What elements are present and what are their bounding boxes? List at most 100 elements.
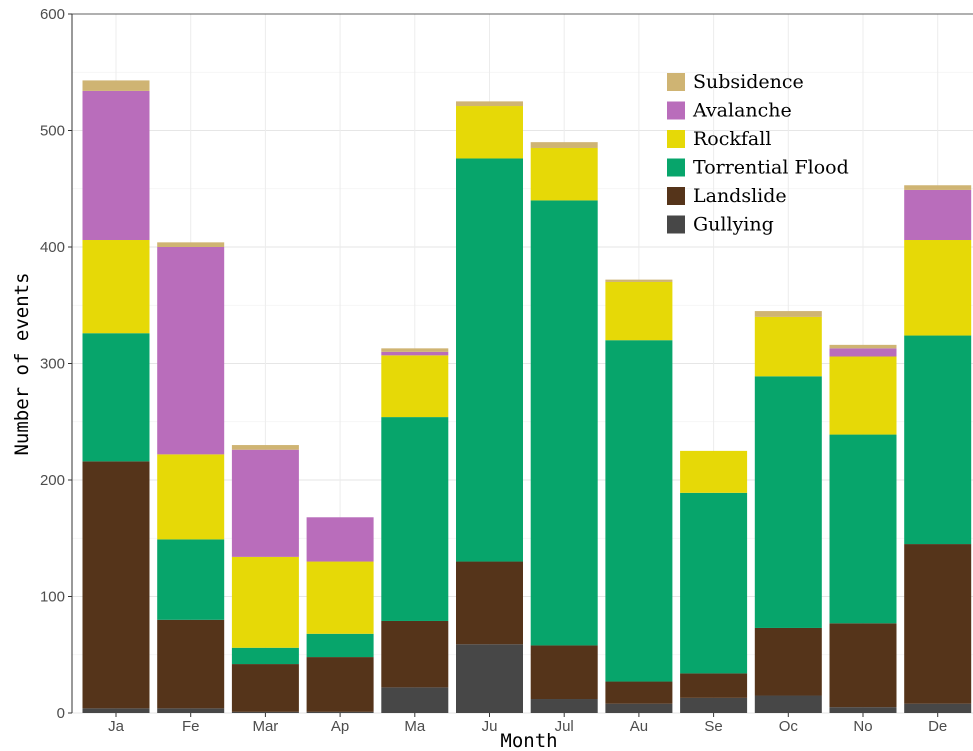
bar-segment-subsidence <box>456 101 523 107</box>
legend-swatch-rockfall <box>667 130 685 148</box>
legend-label-landslide: Landslide <box>693 185 787 207</box>
bar-segment-rockfall <box>904 240 972 336</box>
bar-segment-torrential-flood <box>157 539 225 620</box>
bar-segment-subsidence <box>157 242 225 247</box>
bar-segment-avalanche <box>157 247 225 455</box>
bar-segment-torrential-flood <box>306 633 374 658</box>
bar-segment-torrential-flood <box>381 417 449 621</box>
bar-segment-torrential-flood <box>605 340 673 682</box>
x-tick-label: Ap <box>331 718 349 735</box>
bar-segment-gullying <box>381 687 449 713</box>
legend-swatch-torrential-flood <box>667 158 685 177</box>
legend-label-subsidence: Subsidence <box>693 71 804 93</box>
legend-swatch-subsidence <box>667 73 685 91</box>
x-axis-title: Month <box>500 730 557 751</box>
axes: 0 100 200 300 400 500 600 Ja Fe Mar Ap Ma Ju Jul Au Se O… <box>40 6 973 735</box>
bar-segment-landslide <box>754 627 822 696</box>
bar-segment-subsidence <box>829 344 897 349</box>
bar-segment-rockfall <box>82 240 150 334</box>
bar-segment-gullying <box>82 708 150 713</box>
bar-segment-rockfall <box>381 355 449 418</box>
legend-label-torrential-flood: Torrential Flood <box>693 157 849 179</box>
bar-segment-rockfall <box>456 106 523 159</box>
bar-segment-torrential-flood <box>904 335 972 545</box>
x-tick-label: Se <box>704 718 722 735</box>
legend: Subsidence Avalanche Rockfall Torrential Fl… <box>667 71 849 236</box>
bar-segment-rockfall <box>605 281 673 341</box>
bar-segment-landslide <box>530 645 598 700</box>
bar-segment-rockfall <box>829 356 897 435</box>
bar-segment-gullying <box>157 708 225 713</box>
bar-segment-gullying <box>754 695 822 713</box>
bar-segment-gullying <box>680 697 748 713</box>
bar-segment-avalanche <box>904 189 972 241</box>
bar-segment-subsidence <box>530 142 598 148</box>
y-tick-label: 200 <box>40 472 65 489</box>
bar-segment-torrential-flood <box>754 376 822 628</box>
bar-segment-rockfall <box>231 556 299 648</box>
bar-segment-gullying <box>829 707 897 713</box>
x-tick-label: Au <box>630 718 648 735</box>
bar-segment-rockfall <box>754 316 822 377</box>
bar-segment-torrential-flood <box>680 492 748 674</box>
x-tick-label: Fe <box>182 718 200 735</box>
bar-segment-landslide <box>904 544 972 704</box>
bar-segment-gullying <box>605 703 673 713</box>
bar-segment-rockfall <box>157 454 225 540</box>
legend-swatch-landslide <box>667 187 685 205</box>
x-tick-label: Jul <box>555 718 574 735</box>
bar-segment-avalanche <box>82 90 150 241</box>
y-tick-label: 0 <box>57 705 65 722</box>
bar-segment-landslide <box>381 620 449 688</box>
bar-segment-subsidence <box>904 185 972 190</box>
x-tick-label: Ma <box>404 718 425 735</box>
legend-label-rockfall: Rockfall <box>693 128 771 150</box>
bar-segment-avalanche <box>231 449 299 557</box>
bar-segment-gullying <box>530 699 598 713</box>
bar-segment-landslide <box>157 619 225 709</box>
bar-segment-gullying <box>306 711 374 713</box>
bar-segment-subsidence <box>82 80 150 91</box>
bars <box>82 80 972 713</box>
bar-segment-landslide <box>306 657 374 712</box>
bar-segment-subsidence <box>381 348 449 352</box>
bar-segment-gullying <box>231 711 299 713</box>
x-tick-label: Oc <box>779 718 799 735</box>
x-tick-label: No <box>853 718 872 735</box>
legend-label-avalanche: Avalanche <box>692 100 792 122</box>
bar-segment-landslide <box>82 461 150 709</box>
x-tick-label: Ju <box>482 718 498 735</box>
bar-segment-rockfall <box>306 561 374 634</box>
bar-segment-gullying <box>456 644 523 713</box>
legend-swatch-avalanche <box>667 101 685 120</box>
x-tick-label: Mar <box>252 718 278 735</box>
legend-label-gullying: Gullying <box>693 214 774 236</box>
bar-segment-torrential-flood <box>231 647 299 665</box>
bar-segment-gullying <box>904 703 972 713</box>
bar-segment-landslide <box>605 681 673 704</box>
bar-segment-torrential-flood <box>82 333 150 462</box>
bar-segment-landslide <box>231 664 299 712</box>
y-axis-title: Number of events <box>11 272 33 455</box>
bar-segment-torrential-flood <box>456 158 523 562</box>
x-tick-label: De <box>928 718 947 735</box>
legend-swatch-gullying <box>667 215 685 234</box>
bar-segment-rockfall <box>680 450 748 493</box>
y-tick-label: 500 <box>40 123 65 140</box>
bar-segment-landslide <box>456 561 523 645</box>
bar-segment-subsidence <box>231 445 299 450</box>
bar-segment-torrential-flood <box>829 434 897 624</box>
x-tick-label: Ja <box>108 718 125 735</box>
bar-segment-avalanche <box>829 348 897 357</box>
bar-segment-subsidence <box>605 279 673 282</box>
bar-segment-avalanche <box>306 517 374 562</box>
bar-segment-rockfall <box>530 147 598 201</box>
bar-segment-landslide <box>680 673 748 698</box>
bar-segment-landslide <box>829 623 897 708</box>
y-tick-label: 400 <box>40 239 65 256</box>
y-tick-label: 600 <box>40 6 65 23</box>
y-tick-label: 100 <box>40 589 65 606</box>
y-tick-label: 300 <box>40 356 65 373</box>
bar-segment-torrential-flood <box>530 200 598 646</box>
